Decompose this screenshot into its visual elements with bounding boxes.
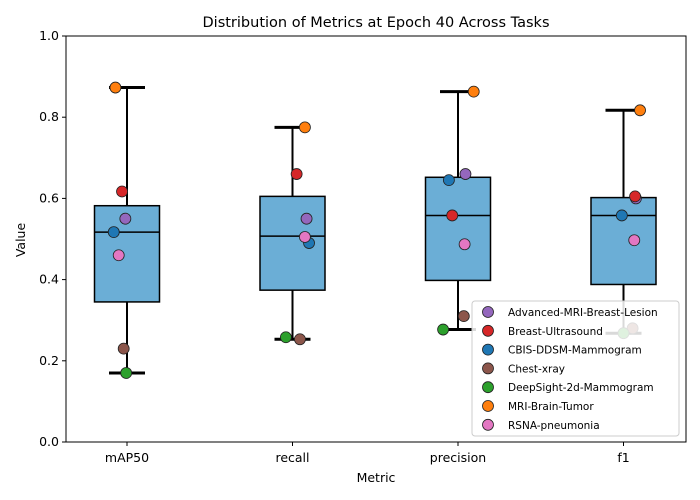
x-tick-label: mAP50 (105, 450, 149, 465)
data-point (294, 333, 306, 346)
legend-marker (482, 343, 494, 356)
data-point (634, 104, 646, 117)
x-axis-label: Metric (357, 470, 396, 485)
data-point (629, 190, 641, 203)
series-Breast-Ultrasound (116, 168, 641, 222)
data-point (446, 209, 459, 222)
legend-marker (482, 362, 494, 375)
y-tick-label: 1.0 (39, 28, 59, 43)
data-point (628, 234, 641, 247)
data-point (120, 367, 133, 379)
legend-frame (471, 300, 680, 437)
series-CBIS-DDSM-Mammogram (107, 174, 628, 249)
box-iqr (424, 176, 492, 282)
data-point (279, 331, 292, 344)
x-tick-label: recall (275, 450, 309, 465)
series-RSNA-pneumonia (112, 231, 641, 262)
data-point (457, 310, 470, 323)
y-tick-label: 0.4 (39, 272, 59, 287)
axes-frame (65, 35, 687, 443)
data-point (615, 209, 628, 222)
data-point (116, 185, 128, 198)
legend-marker (482, 381, 494, 394)
data-point (117, 342, 130, 355)
x-tick-label: f1 (617, 450, 629, 465)
data-point (290, 168, 303, 180)
data-point (112, 249, 125, 262)
box-iqr (259, 195, 326, 291)
legend-marker (482, 306, 494, 318)
y-axis-label: Value (13, 223, 28, 258)
x-tick-label: precision (430, 450, 486, 465)
data-point (459, 168, 472, 180)
data-point (109, 81, 122, 94)
legend-label: Breast-Ultrasound (508, 326, 603, 338)
legend-label: RSNA-pneumonia (508, 420, 600, 432)
y-tick-label: 0.6 (39, 190, 59, 205)
data-point (299, 231, 311, 243)
legend-marker (482, 400, 494, 412)
y-tick-label: 0.0 (39, 434, 59, 449)
data-point (458, 238, 471, 251)
legend-label: Chest-xray (508, 363, 565, 375)
chart-title: Distribution of Metrics at Epoch 40 Acro… (203, 15, 550, 31)
legend: Advanced-MRI-Breast-Lesion Breast-Ultraso… (471, 300, 680, 437)
plot-area: 0.0 0.2 0.4 0.6 0.8 1.0 mAP50 recall precision f1 (39, 28, 687, 465)
data-point (119, 212, 132, 225)
legend-label: Advanced-MRI-Breast-Lesion (508, 307, 658, 319)
data-point (437, 323, 450, 336)
y-tick-label: 0.8 (39, 109, 59, 124)
data-point (107, 226, 120, 238)
legend-label: CBIS-DDSM-Mammogram (508, 345, 642, 357)
legend-marker (482, 324, 494, 337)
data-point (300, 212, 313, 225)
data-point (299, 121, 311, 134)
data-point (442, 174, 455, 187)
legend-label: MRI-Brain-Tumor (508, 401, 594, 413)
legend-label: DeepSight-2d-Mammogram (508, 382, 654, 394)
y-tick-label: 0.2 (39, 353, 59, 368)
series-MRI-Brain-Tumor (109, 81, 646, 134)
box-precision (424, 90, 492, 332)
data-point (467, 85, 480, 98)
legend-marker (482, 418, 494, 431)
box-mAP50 (93, 86, 161, 375)
